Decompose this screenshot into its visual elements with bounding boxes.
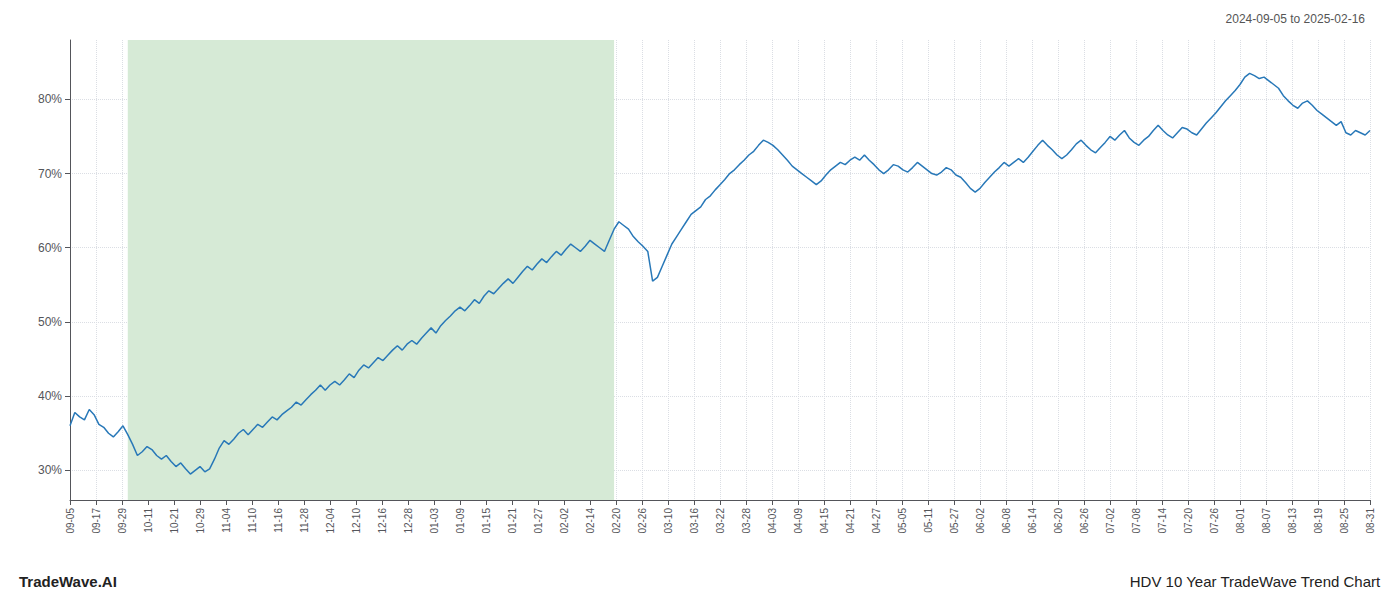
svg-text:11-28: 11-28 [299,508,310,533]
svg-text:04-09: 04-09 [793,508,804,534]
svg-text:01-15: 01-15 [481,508,492,534]
svg-text:12-28: 12-28 [403,508,414,534]
svg-text:12-16: 12-16 [377,508,388,534]
svg-text:03-22: 03-22 [715,508,726,534]
svg-text:09-29: 09-29 [117,508,128,534]
svg-text:09-17: 09-17 [91,508,102,534]
svg-text:05-05: 05-05 [897,508,908,534]
svg-text:2024-09-05 to 2025-02-16: 2024-09-05 to 2025-02-16 [1226,12,1366,26]
svg-text:08-13: 08-13 [1287,508,1298,534]
svg-text:07-26: 07-26 [1209,508,1220,534]
svg-text:07-20: 07-20 [1183,508,1194,534]
svg-text:05-11: 05-11 [923,508,934,533]
svg-text:80%: 80% [38,92,62,106]
svg-text:07-02: 07-02 [1105,508,1116,534]
svg-text:06-20: 06-20 [1053,508,1064,534]
svg-text:08-19: 08-19 [1313,508,1324,534]
svg-text:09-05: 09-05 [65,508,76,534]
svg-text:11-04: 11-04 [221,508,232,533]
svg-text:50%: 50% [38,315,62,329]
svg-text:01-21: 01-21 [507,508,518,534]
svg-text:02-02: 02-02 [559,508,570,534]
svg-text:04-21: 04-21 [845,508,856,534]
svg-text:06-14: 06-14 [1027,508,1038,534]
svg-text:08-25: 08-25 [1339,508,1350,534]
svg-text:07-14: 07-14 [1157,508,1168,534]
svg-text:04-03: 04-03 [767,508,778,534]
svg-text:06-08: 06-08 [1001,508,1012,534]
svg-text:11-16: 11-16 [273,508,284,533]
svg-text:60%: 60% [38,241,62,255]
svg-text:11-10: 11-10 [247,508,258,533]
svg-text:01-27: 01-27 [533,508,544,534]
svg-text:02-14: 02-14 [585,508,596,534]
svg-text:01-03: 01-03 [429,508,440,534]
svg-text:HDV 10 Year TradeWave Trend Ch: HDV 10 Year TradeWave Trend Chart [1130,573,1381,590]
svg-text:03-10: 03-10 [663,508,674,534]
svg-text:04-15: 04-15 [819,508,830,534]
svg-text:08-01: 08-01 [1235,508,1246,534]
svg-text:06-26: 06-26 [1079,508,1090,534]
svg-text:03-16: 03-16 [689,508,700,534]
svg-text:01-09: 01-09 [455,508,466,534]
svg-text:02-26: 02-26 [637,508,648,534]
svg-text:40%: 40% [38,389,62,403]
svg-text:05-27: 05-27 [949,508,960,534]
svg-text:TradeWave.AI: TradeWave.AI [19,573,117,590]
svg-text:10-29: 10-29 [195,508,206,534]
svg-text:70%: 70% [38,167,62,181]
svg-text:07-08: 07-08 [1131,508,1142,534]
svg-text:06-02: 06-02 [975,508,986,534]
svg-text:08-31: 08-31 [1365,508,1376,534]
svg-text:10-21: 10-21 [169,508,180,534]
svg-text:12-10: 12-10 [351,508,362,534]
svg-text:04-27: 04-27 [871,508,882,534]
svg-text:12-04: 12-04 [325,508,336,534]
svg-text:02-20: 02-20 [611,508,622,534]
svg-text:10-11: 10-11 [143,508,154,533]
svg-text:03-28: 03-28 [741,508,752,534]
svg-text:08-07: 08-07 [1261,508,1272,534]
svg-text:30%: 30% [38,463,62,477]
